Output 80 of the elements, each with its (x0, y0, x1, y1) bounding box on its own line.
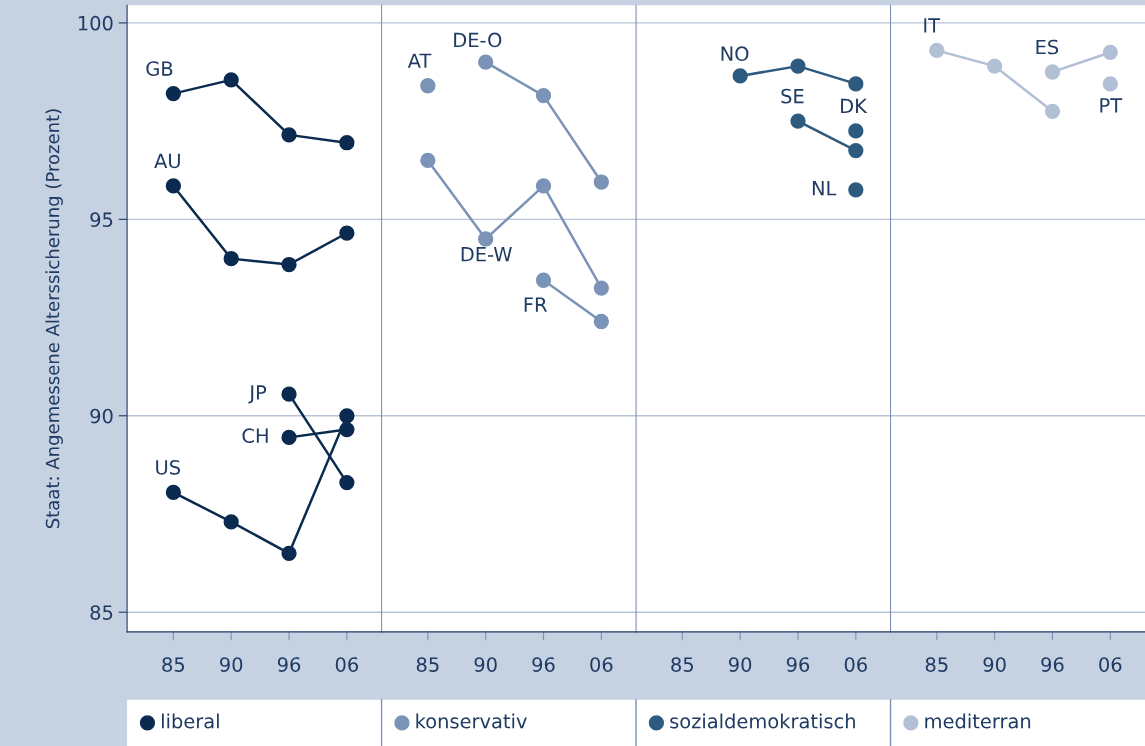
series-label: AU (154, 153, 180, 169)
point (165, 85, 182, 102)
point (223, 72, 239, 88)
point (420, 78, 436, 94)
point (339, 421, 355, 438)
point (986, 58, 1003, 74)
point (339, 135, 355, 151)
point (593, 280, 609, 296)
x-tick-label: 96 (786, 657, 810, 672)
point (165, 178, 182, 194)
series-label: NO (721, 46, 749, 62)
point (281, 127, 297, 143)
point (420, 152, 436, 169)
point (790, 58, 806, 74)
x-axis-title: konservativ (416, 713, 527, 729)
point (535, 87, 552, 104)
x-tick-label: 06 (844, 657, 867, 672)
series-label: FR (524, 297, 547, 312)
point (478, 231, 494, 247)
series-label: DE-O (454, 32, 502, 48)
point (790, 113, 806, 129)
point (848, 182, 864, 198)
x-tick-label: 90 (729, 657, 752, 672)
series-label: US (156, 460, 181, 475)
x-tick-label: 90 (983, 657, 1006, 672)
y-tick-label: 100 (78, 15, 113, 31)
x-tick-label: 06 (335, 657, 359, 672)
point (281, 429, 297, 446)
y-tick-label: 95 (90, 212, 113, 227)
series-label: NL (812, 181, 837, 196)
series-label: ES (1036, 39, 1059, 55)
x-tick-label: 06 (590, 657, 613, 672)
series-label: DE-W (461, 247, 512, 262)
series-label: SE (781, 88, 804, 104)
point (929, 42, 945, 59)
point (593, 313, 609, 330)
point (223, 514, 239, 530)
x-tick-label: 96 (1041, 657, 1064, 672)
point (593, 174, 609, 190)
point (848, 142, 864, 159)
series-label: JP (248, 385, 267, 404)
point (848, 123, 864, 139)
x-tick-label: 96 (277, 657, 301, 672)
series-label: PT (1100, 98, 1123, 113)
x-axis-title: sozialdemokratisch (670, 713, 855, 729)
point (223, 250, 239, 267)
point (1102, 44, 1118, 61)
point (478, 54, 494, 70)
point (732, 68, 748, 84)
point (339, 408, 355, 424)
x-axis-title: mediterran (925, 713, 1031, 729)
x-tick-label: 90 (474, 657, 497, 672)
point (339, 225, 355, 241)
series-label: CH (242, 428, 268, 444)
point (339, 474, 355, 491)
point (1102, 76, 1118, 92)
point (1044, 64, 1061, 80)
y-tick-label: 85 (90, 605, 113, 620)
point (281, 386, 297, 402)
x-tick-label: 85 (671, 657, 693, 672)
point (1044, 103, 1061, 119)
x-tick-label: 85 (162, 657, 185, 672)
series-label: IT (924, 18, 941, 33)
y-axis-title: Staat: Angemessene Alterssicherung (Prozent) (45, 109, 63, 529)
point (848, 76, 864, 92)
x-tick-label: 06 (1099, 657, 1122, 672)
series-label: DK (841, 98, 868, 114)
x-tick-label: 96 (532, 657, 555, 672)
point (535, 272, 552, 288)
point (535, 178, 552, 194)
point (165, 484, 182, 501)
x-tick-label: 85 (416, 657, 439, 672)
x-tick-label: 85 (925, 657, 948, 672)
point (281, 545, 297, 561)
x-axis-title: liberal (162, 713, 219, 729)
point (281, 256, 297, 273)
series-label: GB (146, 61, 173, 76)
y-tick-label: 90 (90, 408, 113, 424)
x-tick-label: 90 (220, 657, 243, 672)
series-label: AT (407, 53, 432, 68)
